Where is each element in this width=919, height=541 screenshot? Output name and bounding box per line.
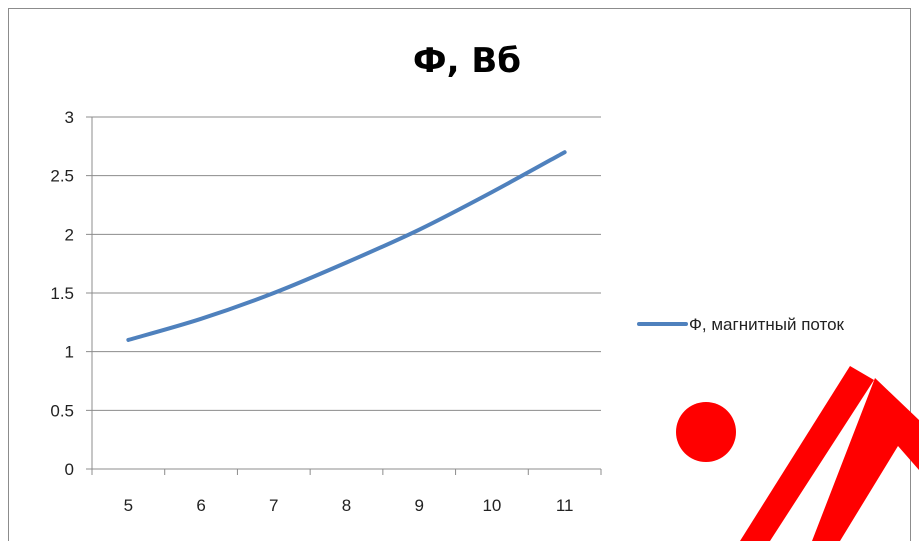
y-tick-label: 0.5 bbox=[50, 401, 74, 420]
x-tick-label: 6 bbox=[196, 496, 205, 515]
legend: Ф, магнитный поток bbox=[637, 315, 845, 334]
watermark-logo bbox=[676, 366, 919, 541]
x-tick-label: 11 bbox=[556, 496, 574, 515]
x-axis-tick-labels: 5 6 7 8 9 10 11 bbox=[124, 496, 574, 515]
watermark-shape bbox=[812, 378, 919, 541]
y-tick-label: 3 bbox=[65, 108, 74, 127]
y-tick-label: 2.5 bbox=[50, 167, 74, 186]
x-tick-label: 8 bbox=[342, 496, 351, 515]
y-tick-label: 2 bbox=[65, 225, 74, 244]
gridlines bbox=[86, 116, 601, 470]
series-layer bbox=[126, 150, 567, 342]
series-line bbox=[126, 150, 567, 342]
x-tick-label: 7 bbox=[269, 496, 278, 515]
y-tick-label: 1 bbox=[65, 343, 74, 362]
y-tick-label: 1.5 bbox=[50, 284, 74, 303]
y-tick-label: 0 bbox=[65, 460, 74, 479]
axes bbox=[91, 117, 602, 475]
x-tick-label: 9 bbox=[414, 496, 423, 515]
chart-title: Ф, Вб bbox=[413, 41, 521, 81]
x-tick-label: 10 bbox=[482, 496, 501, 515]
chart-frame bbox=[8, 8, 911, 541]
legend-label: Ф, магнитный поток bbox=[689, 315, 845, 334]
watermark-stroke bbox=[740, 366, 874, 541]
x-tick-label: 5 bbox=[124, 496, 133, 515]
watermark-dot bbox=[676, 402, 736, 462]
y-axis-tick-labels: 0 0.5 1 1.5 2 2.5 3 bbox=[50, 108, 74, 479]
